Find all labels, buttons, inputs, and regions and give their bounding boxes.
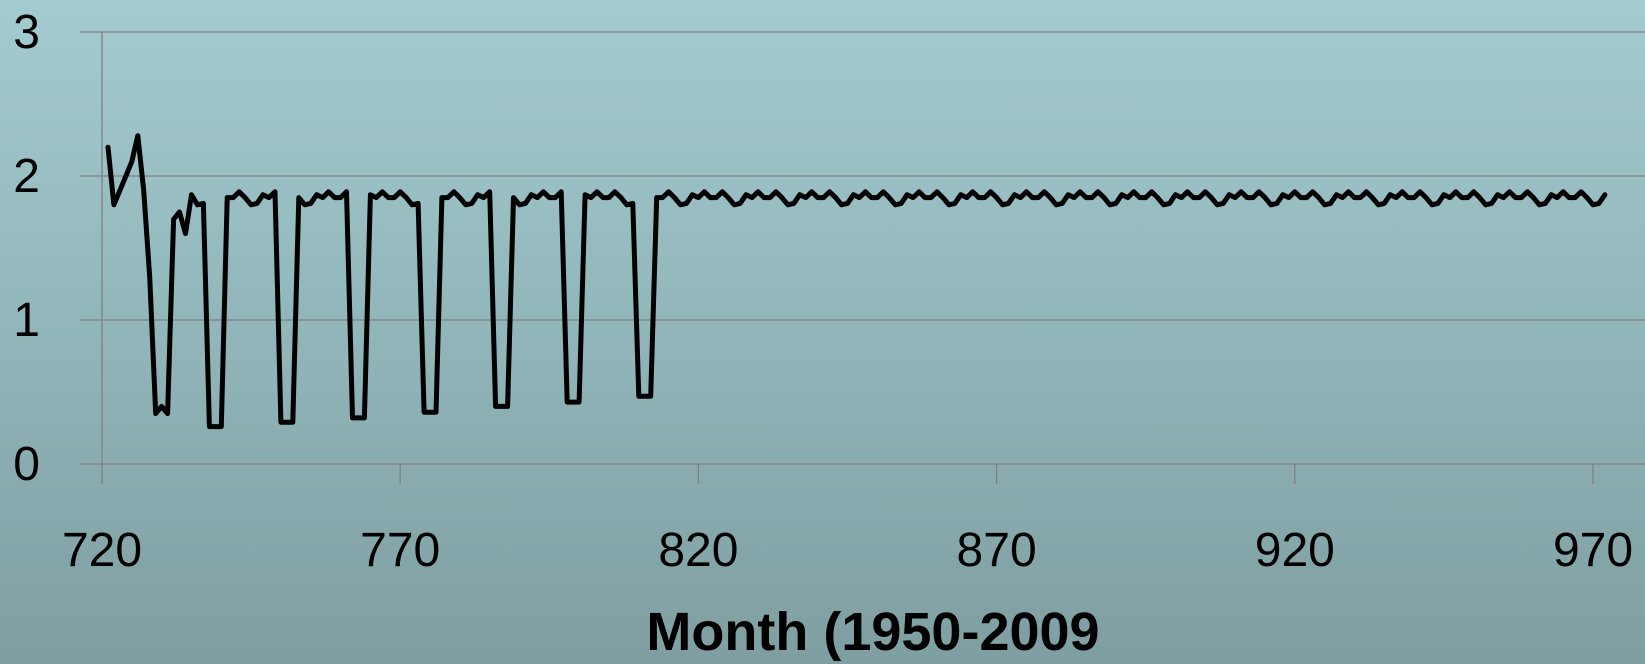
x-axis-title: Month (1950-2009 [646, 602, 1099, 662]
series-line-black [105, 133, 1608, 430]
x-tick-label-820: 820 [658, 524, 738, 577]
tick-labels: 0 1 2 3 720 770 820 870 920 970 [13, 6, 1633, 577]
x-tick-label-920: 920 [1255, 524, 1335, 577]
axes [101, 32, 1594, 484]
x-tick-label-970: 970 [1553, 524, 1633, 577]
y-tick-label-1: 1 [13, 294, 40, 347]
x-tick-label-770: 770 [360, 524, 440, 577]
x-tick-label-870: 870 [957, 524, 1037, 577]
y-tick-label-3: 3 [13, 6, 40, 59]
y-tick-label-0: 0 [13, 438, 40, 491]
gridlines [80, 31, 1645, 465]
y-tick-label-2: 2 [13, 150, 40, 203]
x-tick-label-720: 720 [62, 524, 142, 577]
series-lines [105, 133, 1608, 430]
